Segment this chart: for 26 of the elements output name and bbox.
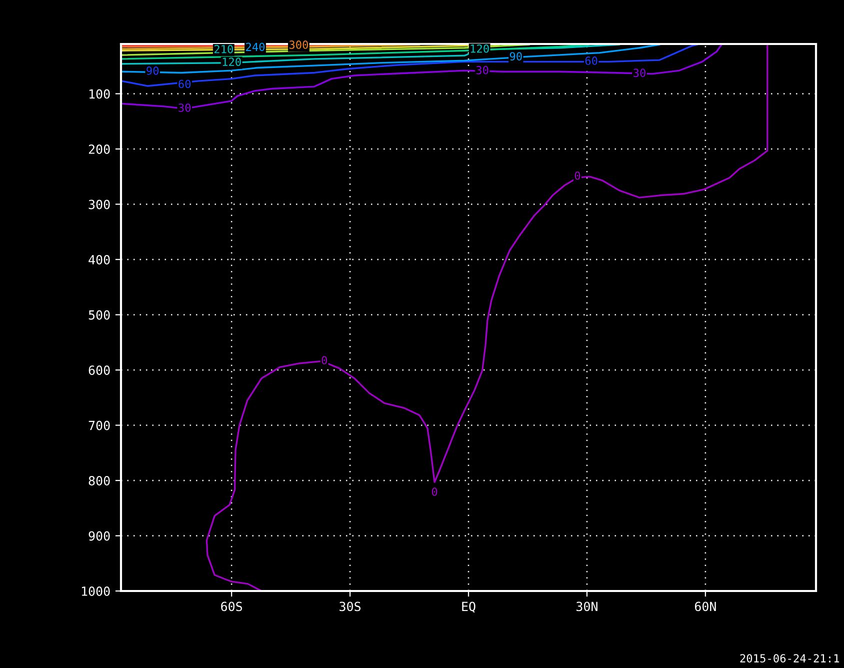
y-tick-label: 500	[88, 310, 110, 320]
y-tick-label: 1000	[82, 586, 110, 596]
y-tick-label: 400	[88, 254, 110, 264]
y-tick-label: 900	[88, 531, 110, 541]
annotation: 60	[178, 80, 191, 88]
x-tick-label: 30S	[340, 602, 360, 612]
annotation: 90	[510, 52, 522, 61]
annotation: 210	[214, 44, 233, 54]
annotation: 30	[634, 68, 646, 78]
y-tick-label: 700	[88, 420, 110, 430]
y-tick-label: 800	[88, 476, 110, 486]
annotation: 60	[585, 56, 598, 65]
y-tick-label: 600	[88, 365, 110, 375]
y-tick-label: 100	[90, 89, 110, 99]
x-tick-label: 60S	[221, 602, 242, 612]
text: 2015-06-24-21:1	[740, 654, 840, 663]
annotation: 30	[476, 66, 488, 74]
x-tick-label: 60N	[694, 602, 716, 612]
x-tick-label: 30N	[576, 602, 598, 612]
y-tick-label: 200	[88, 144, 110, 154]
annotation: 0	[432, 488, 438, 496]
annotation: 90	[146, 66, 159, 75]
x-tick-label: EQ	[462, 602, 476, 613]
y-tick-label: 300	[88, 200, 110, 210]
annotation: 240	[246, 42, 265, 52]
annotation: 30	[178, 103, 191, 112]
